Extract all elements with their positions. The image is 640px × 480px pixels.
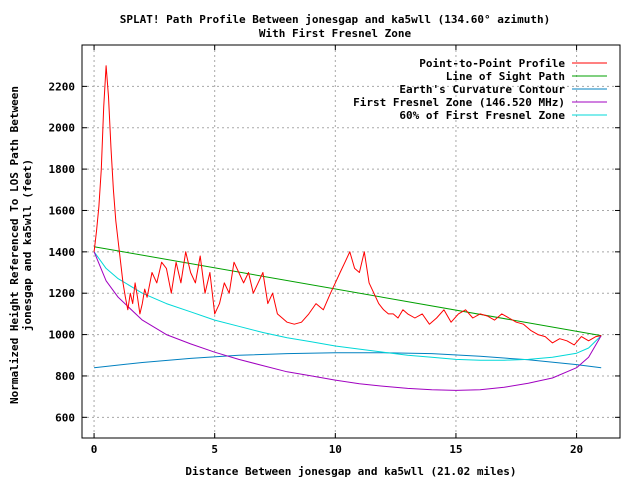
- x-tick-label: 15: [449, 443, 462, 456]
- y-axis-label-line2: jonesgap and ka5wll (feet): [21, 159, 34, 331]
- x-tick-label: 10: [329, 443, 342, 456]
- x-tick-label: 20: [570, 443, 583, 456]
- y-tick-label: 2000: [49, 122, 76, 135]
- y-tick-label: 1200: [49, 287, 76, 300]
- y-tick-label: 600: [55, 411, 75, 424]
- chart-subtitle: With First Fresnel Zone: [259, 27, 412, 40]
- y-tick-label: 1000: [49, 329, 76, 342]
- series-line-point-to-point-profile: [93, 65, 602, 346]
- series-line-first-fresnel-zone-146-520-mhz: [93, 251, 602, 391]
- plot-area-border: [81, 44, 621, 439]
- series-layer: [93, 65, 602, 391]
- legend-entry-label: First Fresnel Zone (146.520 MHz): [353, 96, 565, 109]
- series-line-earth-s-curvature-contour: [94, 352, 602, 369]
- legend-entry-label: Point-to-Point Profile: [419, 57, 565, 70]
- x-axis-label: Distance Between jonesgap and ka5wll (21…: [185, 465, 516, 478]
- y-tick-label: 800: [55, 370, 75, 383]
- grid-lines: [82, 45, 620, 438]
- x-tick-label: 5: [211, 443, 218, 456]
- axis-ticks: 0 5 10 15 20 600 800 1000 1200 1400 1600 1800 2000 22…: [49, 45, 620, 456]
- legend-entry-label: 60% of First Fresnel Zone: [399, 109, 565, 122]
- series-line-line-of-sight-path: [94, 246, 602, 337]
- legend-entry-label: Line of Sight Path: [446, 70, 565, 83]
- series-line-60-of-first-fresnel-zone: [93, 251, 602, 361]
- x-tick-label: 0: [91, 443, 98, 456]
- chart-title: SPLAT! Path Profile Between jonesgap and…: [120, 13, 550, 26]
- legend-entry-label: Earth's Curvature Contour: [399, 83, 565, 96]
- y-axis-label-line1: Normalized Height Referenced To LOS Path…: [8, 86, 21, 404]
- y-tick-label: 1600: [49, 204, 76, 217]
- y-tick-label: 1400: [49, 246, 76, 259]
- y-tick-label: 1800: [49, 163, 76, 176]
- y-tick-label: 2200: [49, 80, 76, 93]
